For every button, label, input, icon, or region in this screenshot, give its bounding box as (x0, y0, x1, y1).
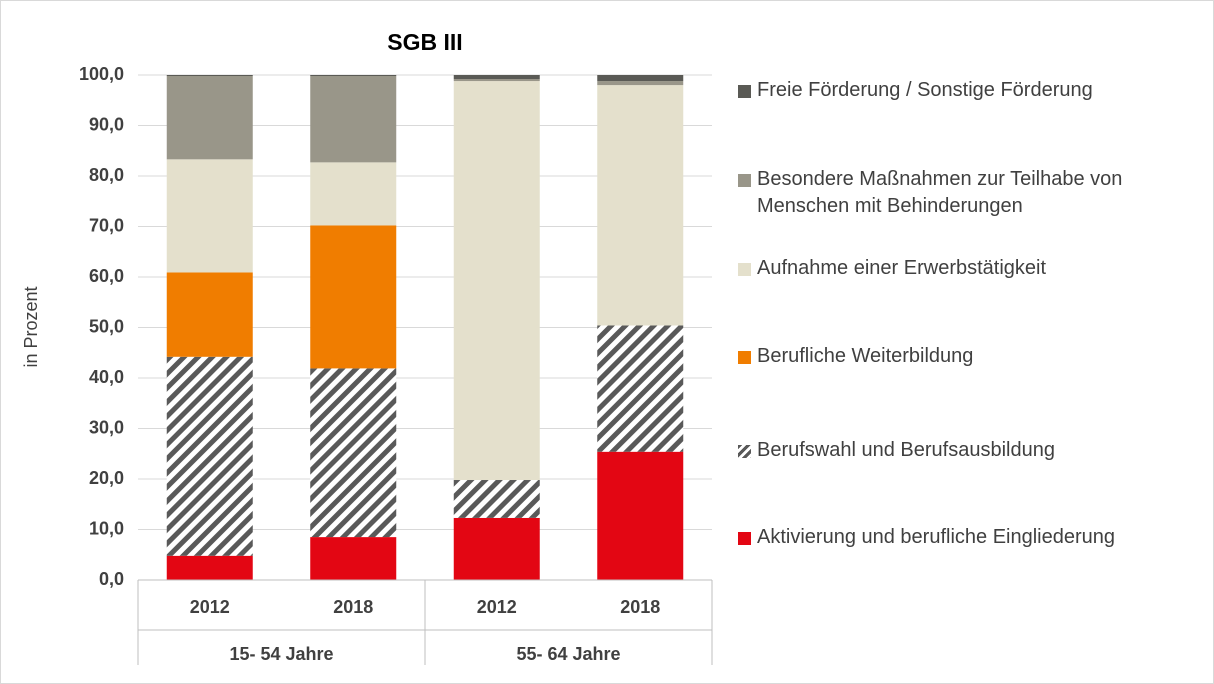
legend-label: Aufnahme einer Erwerbstätigkeit (757, 257, 1047, 279)
legend-swatch (738, 85, 751, 98)
bar-segment (310, 76, 397, 163)
x-tick-label: 2012 (477, 597, 517, 617)
y-tick-label: 50,0 (89, 316, 124, 336)
bar-segment (597, 451, 684, 580)
bar-segment (453, 517, 540, 580)
x-tick-label: 2018 (620, 597, 660, 617)
bar-segment (166, 159, 253, 273)
bar-segment (166, 356, 253, 556)
legend-label: Freie Förderung / Sonstige Förderung (757, 79, 1093, 101)
chart-title: SGB III (387, 29, 462, 55)
x-tick-label: 2018 (333, 597, 373, 617)
y-tick-label: 90,0 (89, 114, 124, 134)
group-label: 15- 54 Jahre (229, 644, 333, 664)
bar-segment (453, 75, 540, 80)
bar-segment (310, 537, 397, 580)
legend-label: Berufswahl und Berufsausbildung (757, 439, 1055, 461)
y-tick-label: 60,0 (89, 266, 124, 286)
bar-segment (453, 79, 540, 82)
y-axis-label: in Prozent (21, 286, 41, 367)
legend-item: Berufliche Weiterbildung (738, 343, 1198, 370)
legend-item: Berufswahl und Berufsausbildung (738, 437, 1198, 464)
bar-segment (597, 325, 684, 452)
bar-segment (310, 368, 397, 538)
y-tick-label: 40,0 (89, 367, 124, 387)
legend-swatch (738, 532, 751, 545)
y-tick-label: 20,0 (89, 468, 124, 488)
legend-item: Besondere Maßnahmen zur Teilhabe von Men… (738, 166, 1198, 220)
legend-swatch (738, 263, 751, 276)
bar-segment (453, 81, 540, 481)
legend-swatch (738, 174, 751, 187)
bar-segment (597, 85, 684, 326)
bar-segment (166, 76, 253, 160)
bar-segment (597, 75, 684, 82)
bar-segment (166, 272, 253, 357)
y-tick-label: 80,0 (89, 165, 124, 185)
group-label: 55- 64 Jahre (516, 644, 620, 664)
y-tick-label: 70,0 (89, 215, 124, 235)
bar-segment (310, 75, 397, 77)
legend-item: Aufnahme einer Erwerbstätigkeit (738, 255, 1198, 282)
y-tick-label: 0,0 (99, 569, 124, 589)
legend-item: Freie Förderung / Sonstige Förderung (738, 77, 1198, 104)
y-tick-label: 10,0 (89, 518, 124, 538)
bar-segment (310, 162, 397, 226)
legend-swatch (738, 445, 751, 458)
x-tick-label: 2012 (190, 597, 230, 617)
bar-segment (597, 81, 684, 86)
bar-segment (166, 75, 253, 77)
y-tick-label: 100,0 (79, 64, 124, 84)
legend-item: Aktivierung und berufliche Eingliederung (738, 524, 1198, 551)
bar-segment (166, 555, 253, 580)
legend-label: Berufliche Weiterbildung (757, 345, 974, 367)
legend-label: Aktivierung und berufliche Eingliederung (757, 526, 1116, 548)
bar-segment (310, 225, 397, 369)
y-tick-label: 30,0 (89, 417, 124, 437)
legend-label: Besondere Maßnahmen zur Teilhabe von Men… (757, 168, 1123, 217)
legend-swatch (738, 351, 751, 364)
bar-segment (453, 480, 540, 518)
